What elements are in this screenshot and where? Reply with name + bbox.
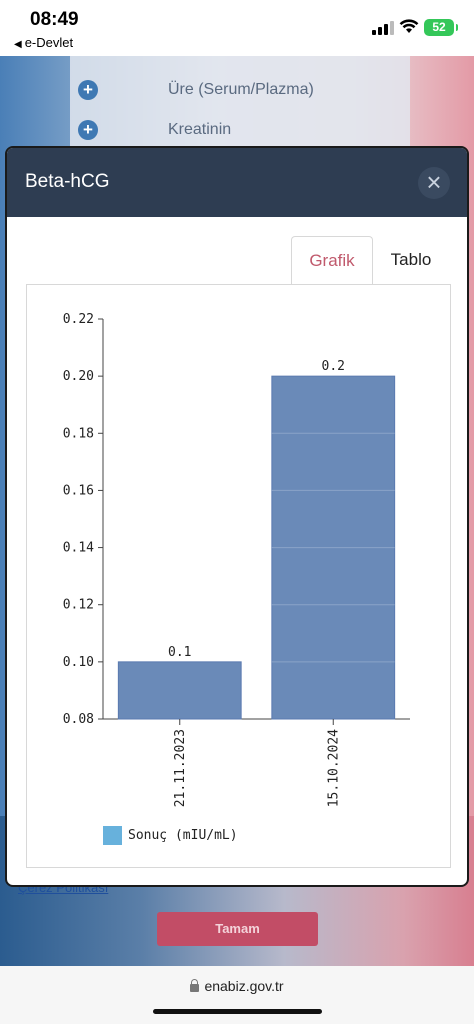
- url-bar: enabiz.gov.tr: [0, 966, 474, 1024]
- chart-bar: [117, 661, 242, 720]
- cellular-signal-icon: [372, 21, 394, 35]
- list-item[interactable]: + Üre (Serum/Plazma): [78, 80, 314, 100]
- list-item-label: Kreatinin: [168, 121, 232, 138]
- y-tick-label: 0.14: [63, 541, 94, 556]
- modal-header: Beta-hCG ×: [7, 148, 467, 217]
- list-item-label: Üre (Serum/Plazma): [168, 81, 314, 98]
- status-time: 08:49: [30, 9, 79, 30]
- bar-data-label: 0.1: [168, 645, 191, 660]
- legend-swatch: [103, 826, 122, 845]
- battery-indicator: 52: [424, 19, 458, 36]
- back-app-label: e-Devlet: [24, 35, 74, 50]
- y-tick-label: 0.16: [63, 483, 94, 498]
- home-indicator[interactable]: [153, 1009, 322, 1014]
- url-text: enabiz.gov.tr: [204, 978, 284, 994]
- chart-container: 0.08 0.10 0.12 0.14 0.16 0.18 0.20 0.22 0.1 21.11…: [26, 284, 451, 868]
- back-to-app-link[interactable]: ◀ e-Devlet: [14, 35, 73, 50]
- tab-grafik[interactable]: Grafik: [291, 236, 373, 285]
- plus-icon[interactable]: +: [78, 80, 98, 100]
- url-display[interactable]: enabiz.gov.tr: [0, 978, 474, 994]
- lock-icon: [190, 979, 200, 992]
- background-panel: [70, 56, 410, 156]
- wifi-icon: [399, 19, 419, 33]
- y-tick-label: 0.18: [63, 426, 94, 441]
- chart-legend: Sonuç (mIU/mL): [103, 826, 238, 845]
- y-tick-label: 0.10: [63, 655, 94, 670]
- y-tick-label: 0.22: [63, 312, 94, 327]
- back-arrow-icon: ◀: [14, 39, 22, 50]
- bar-data-label: 0.2: [322, 359, 345, 374]
- close-icon[interactable]: ×: [418, 167, 450, 199]
- bar-chart: 0.08 0.10 0.12 0.14 0.16 0.18 0.20 0.22 0.1 21.11…: [63, 312, 410, 807]
- y-tick-label: 0.12: [63, 598, 94, 613]
- legend-label: Sonuç (mIU/mL): [128, 828, 238, 843]
- tab-tablo[interactable]: Tablo: [390, 250, 432, 269]
- y-tick-label: 0.20: [63, 369, 94, 384]
- plus-icon[interactable]: +: [78, 120, 98, 140]
- x-tick-label: 15.10.2024: [326, 729, 341, 807]
- list-item[interactable]: + Kreatinin: [78, 120, 231, 140]
- x-tick-label: 21.11.2023: [173, 729, 188, 807]
- chart-modal: Beta-hCG × Grafik Tablo 0.08 0.10 0.12 0.14…: [5, 146, 469, 887]
- tab-bar: Grafik Tablo: [7, 236, 467, 286]
- ok-button[interactable]: Tamam: [157, 912, 318, 946]
- status-bar: 08:49 ◀ e-Devlet 52: [0, 0, 474, 56]
- modal-title: Beta-hCG: [25, 171, 110, 192]
- y-tick-label: 0.08: [63, 712, 94, 727]
